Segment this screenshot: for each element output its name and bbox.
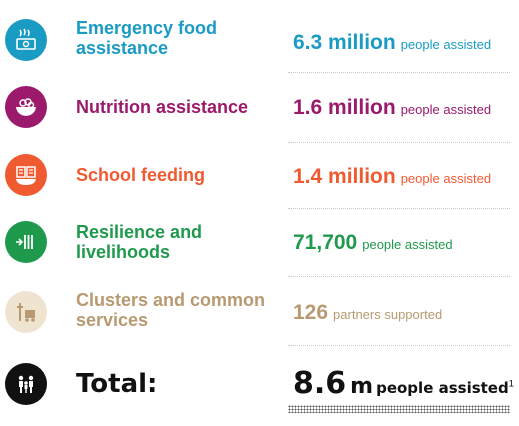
row-school-feeding: School feeding 1.4 million people assiste… [0, 148, 519, 218]
row-label: Emergency food assistance [76, 18, 218, 58]
row-unit: partners supported [333, 307, 443, 322]
row-label: Nutrition assistance [76, 97, 249, 117]
row-label: School feeding [76, 165, 206, 185]
row-value: 1.4 million [293, 165, 396, 188]
row-value: 126 [293, 301, 329, 324]
row-emergency-food: Emergency food assistance 6.3 million peo… [0, 12, 519, 82]
family-icon [5, 363, 47, 405]
separator [288, 208, 510, 209]
separator [288, 142, 510, 143]
row-stat: 71,700 people assisted [293, 231, 453, 255]
row-total: Total: 8.6 m people assisted1 [0, 356, 519, 426]
row-value: 1.6 million [293, 96, 396, 119]
total-stat: 8.6 m people assisted1 [293, 366, 514, 401]
separator [288, 345, 510, 346]
total-suffix: m [350, 374, 374, 399]
separator [288, 276, 510, 277]
total-underline [288, 405, 510, 413]
row-unit: people assisted [400, 102, 492, 117]
row-stat: 1.6 million people assisted [293, 96, 491, 120]
row-stat: 6.3 million people assisted [293, 31, 491, 55]
truck-icon [5, 291, 47, 333]
row-nutrition: Nutrition assistance 1.6 million people a… [0, 80, 519, 150]
row-clusters: Clusters and common services 126 partners… [0, 284, 519, 354]
row-resilience: Resilience and livelihoods 71,700 people … [0, 218, 519, 288]
row-value: 71,700 [293, 231, 358, 254]
food-voucher-icon [5, 19, 47, 61]
school-meal-icon [5, 154, 47, 196]
row-value: 6.3 million [293, 31, 396, 54]
row-unit: people assisted [362, 237, 453, 252]
total-unit: people assisted [376, 379, 509, 397]
row-label: Resilience and livelihoods [76, 222, 203, 262]
total-value: 8.6 [293, 366, 347, 401]
nutrition-bowl-icon [5, 86, 47, 128]
row-stat: 1.4 million people assisted [293, 165, 491, 189]
row-stat: 126 partners supported [293, 301, 442, 325]
row-unit: people assisted [400, 37, 492, 52]
separator [288, 72, 510, 73]
total-footnote: 1 [508, 378, 514, 389]
row-label: Clusters and common services [76, 290, 266, 330]
row-unit: people assisted [400, 171, 492, 186]
resilience-icon [5, 221, 47, 263]
total-label: Total: [76, 369, 158, 399]
